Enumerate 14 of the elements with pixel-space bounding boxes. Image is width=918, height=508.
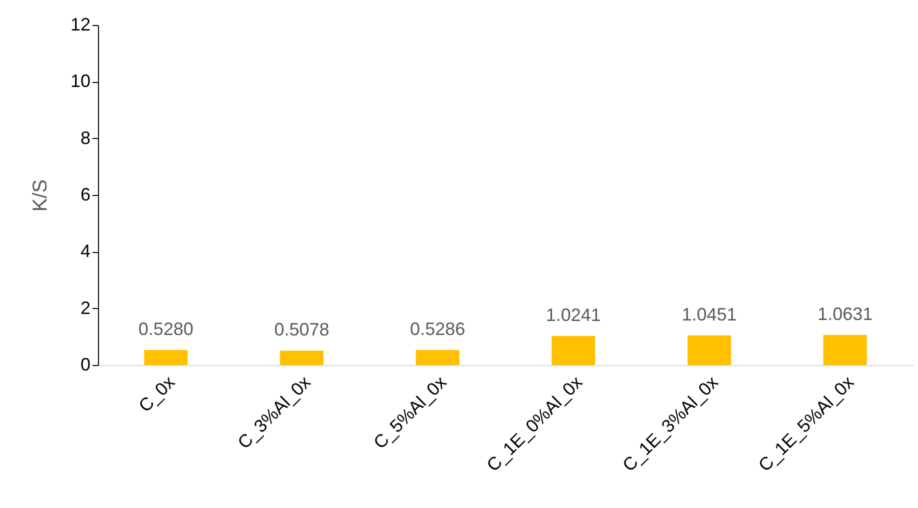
y-tick-label: 6 — [80, 184, 90, 204]
y-tick-label: 8 — [80, 128, 90, 148]
y-tick-label: 2 — [80, 298, 90, 318]
y-tick-label: 12 — [70, 14, 90, 34]
y-tick-label: 4 — [80, 241, 90, 262]
data-label: 1.0451 — [682, 304, 737, 324]
y-tick-label: 0 — [80, 354, 90, 374]
y-axis-title: K/S — [29, 179, 52, 212]
data-label: 1.0631 — [818, 304, 873, 324]
data-label: 0.5286 — [410, 319, 466, 340]
data-label: 1.0241 — [546, 304, 601, 325]
y-tick-label: 10 — [70, 71, 90, 92]
data-label: 0.5280 — [138, 319, 194, 340]
data-label: 0.5078 — [274, 320, 330, 340]
